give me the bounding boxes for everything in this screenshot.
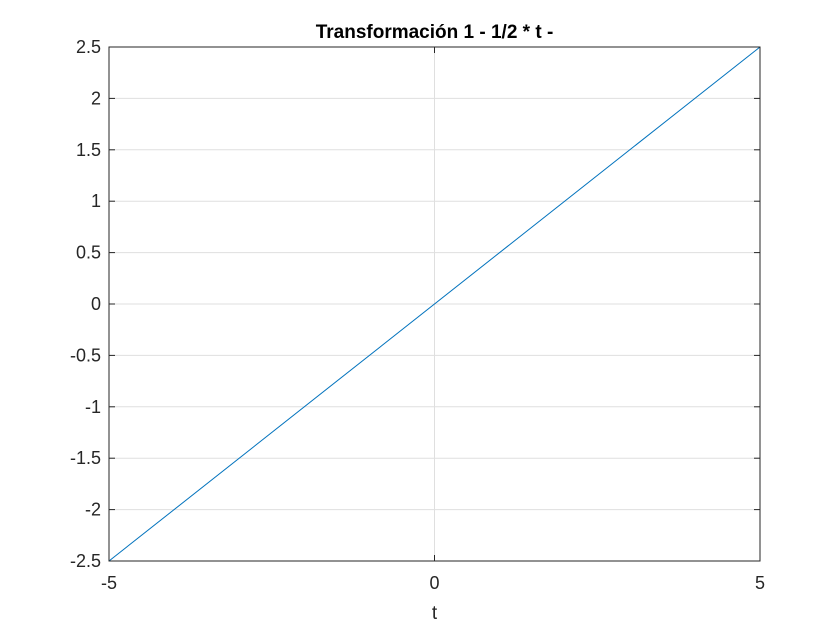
y-tick-label: 1: [91, 191, 101, 211]
series-line: [108, 46, 761, 562]
y-tick-label: -2.5: [70, 551, 101, 571]
x-tick-label: 5: [755, 573, 765, 593]
y-tick-label: -1.5: [70, 448, 101, 468]
y-tick-label: 0.5: [76, 243, 101, 263]
y-tick-label: -0.5: [70, 345, 101, 365]
y-tick-label: -2: [85, 500, 101, 520]
x-tick-label: 0: [429, 573, 439, 593]
y-tick-labels: -2.5 -2 -1.5 -1 -0.5 0 0.5 1 1.5 2 2.5: [70, 37, 101, 571]
y-tick-label: -1: [85, 397, 101, 417]
y-tick-label: 2.5: [76, 37, 101, 57]
tick-marks: [108, 46, 761, 562]
series-layer: [108, 46, 761, 562]
x-axis-label: t: [432, 603, 438, 624]
y-tick-label: 0: [91, 294, 101, 314]
x-tick-labels: -5 0 5: [101, 573, 765, 593]
y-tick-label: 2: [91, 88, 101, 108]
x-tick-label: -5: [101, 573, 117, 593]
chart-title: Transformación 1 - 1/2 * t -: [316, 22, 554, 43]
y-tick-label: 1.5: [76, 140, 101, 160]
